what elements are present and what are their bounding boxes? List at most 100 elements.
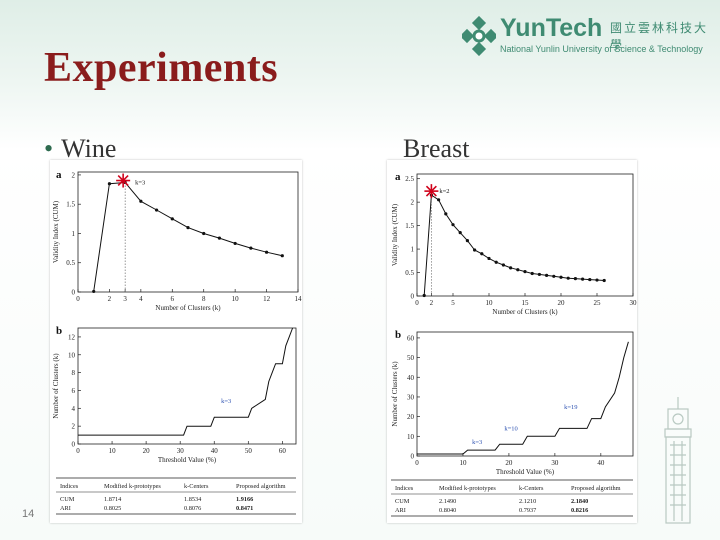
breast-a-xtick-label-4: 15 (522, 299, 530, 307)
breast-b-ytick-label-5: 50 (407, 354, 415, 362)
breast-table-cell-0-0: CUM (395, 498, 410, 505)
breast-a-point-4 (451, 223, 455, 227)
breast-table-cell-1-1: 0.8040 (439, 507, 456, 514)
wine-b-xtick-label-4: 40 (211, 447, 219, 455)
wine-a-panel-letter: a (56, 169, 62, 181)
header-background (0, 0, 720, 150)
breast-table-cell-1-0: ARI (395, 507, 406, 514)
breast-a-point-13 (516, 268, 520, 272)
breast-b-xtick-label-0: 0 (415, 459, 419, 467)
logo-name: YunTech (500, 14, 603, 42)
wine-a-point-5 (170, 217, 174, 221)
breast-a-xtick-label-2: 5 (451, 299, 455, 307)
breast-b-panel-letter: b (395, 329, 401, 341)
wine-figure-panel: a 0 2 3 4 6 8 10 12 14 0 0.5 1 1.5 2 Number of Clusters… (50, 160, 302, 523)
wine-a-axes-frame (77, 171, 299, 293)
breast-b-ytick-label-6: 60 (407, 334, 415, 342)
breast-b-annotation-k19: k=19 (564, 404, 577, 411)
bullet-wine-text: Wine (61, 134, 117, 163)
breast-b-xlabel: Threshold Value (%) (496, 468, 555, 476)
breast-a-series-line (423, 194, 605, 296)
bullet-dot-icon: • (44, 134, 54, 163)
wine-a-xtick-label-8: 14 (295, 295, 303, 303)
wine-table-header-1: Modified k-prototypes (104, 483, 161, 490)
breast-b-xtick-label-3: 30 (551, 459, 559, 467)
breast-a-point-8 (480, 252, 484, 256)
breast-table-cell-0-1: 2.1490 (439, 498, 456, 505)
wine-b-xtick-label-6: 60 (279, 447, 287, 455)
breast-a-point-3 (444, 212, 448, 216)
breast-b-xtick-label-1: 10 (459, 459, 467, 467)
breast-b-ytick-label-4: 40 (407, 374, 415, 382)
breast-b-ytick-label-2: 20 (407, 413, 415, 421)
wine-a-ytick-label-4: 2 (72, 171, 76, 179)
breast-a-xtick-label-6: 25 (594, 299, 602, 307)
breast-table-cell-0-3: 2.1840 (571, 498, 588, 505)
wine-a-point-10 (249, 246, 253, 250)
wine-b-series-line (78, 327, 294, 436)
wine-table-cell-0-3: 1.9166 (236, 496, 253, 503)
breast-table-header-0: Indices (395, 485, 414, 492)
label-breast: Breast (403, 134, 470, 163)
wine-a-point-0 (92, 289, 96, 294)
wine-a-star-marker (116, 173, 131, 188)
wine-a-series-line (93, 181, 283, 292)
wine-a-point-8 (217, 236, 222, 240)
wine-b-xtick-label-0: 0 (76, 447, 80, 455)
breast-a-xtick-label-7: 30 (630, 299, 638, 307)
slide-title: Experiments (44, 45, 279, 91)
bullet-wine: • Wine (44, 134, 116, 164)
breast-table-cell-1-2: 0.7937 (519, 507, 536, 514)
wine-a-ytick-label-0: 0 (72, 289, 76, 297)
breast-a-point-18 (552, 274, 556, 278)
breast-a-point-5 (458, 231, 462, 235)
wine-b-xtick-label-5: 50 (245, 447, 253, 455)
breast-b-annotation-k3: k=3 (472, 439, 482, 446)
breast-a-ytick-label-5: 2.5 (405, 175, 414, 183)
breast-a-xtick-label-0: 0 (415, 299, 419, 307)
breast-b-xtick-label-4: 40 (597, 459, 605, 467)
wine-a-xtick-label-4: 6 (171, 295, 175, 303)
wine-table-cell-1-3: 0.8471 (236, 505, 253, 512)
breast-table-cell-0-2: 2.1210 (519, 498, 536, 505)
wine-a-ytick-label-1: 0.5 (66, 259, 75, 267)
breast-a-star-marker (424, 184, 439, 199)
wine-b-ytick-label-5: 10 (68, 351, 76, 359)
breast-b-annotation-k10: k=10 (504, 425, 517, 432)
breast-a-point-2 (437, 198, 441, 202)
wine-b-ytick-label-3: 6 (72, 387, 76, 395)
wine-a-point-9 (233, 241, 237, 246)
breast-a-point-25 (602, 278, 606, 283)
breast-a-point-7 (473, 248, 477, 252)
breast-b-ytick-label-0: 0 (411, 453, 415, 461)
breast-a-point-23 (588, 277, 592, 282)
breast-a-point-20 (566, 276, 570, 280)
breast-a-annotation: k=2 (439, 188, 449, 195)
breast-b-ytick-label-1: 10 (407, 433, 415, 441)
wine-b-ytick-label-2: 4 (72, 405, 76, 413)
wine-a-ytick-label-2: 1 (72, 230, 76, 238)
wine-a-xtick-label-3: 4 (139, 295, 143, 303)
wine-a-point-3 (139, 199, 143, 203)
wine-table-cell-0-0: CUM (60, 496, 75, 503)
wine-table-header-3: Proposed algorithm (236, 483, 286, 490)
wine-b-ytick-label-6: 12 (68, 333, 76, 341)
breast-a-point-22 (581, 277, 585, 281)
breast-a-point-24 (595, 278, 599, 282)
wine-a-point-1 (107, 182, 112, 186)
wine-a-xtick-label-7: 12 (263, 295, 271, 303)
breast-a-point-0 (422, 293, 426, 298)
breast-table-header-1: Modified k-prototypes (439, 485, 496, 492)
wine-b-ytick-label-4: 8 (72, 369, 76, 377)
breast-a-point-12 (509, 266, 513, 270)
breast-table-cell-1-3: 0.8216 (571, 507, 588, 514)
breast-a-point-21 (573, 277, 577, 281)
wine-table-header-2: k-Centers (184, 483, 209, 490)
wine-a-annotation: k=3 (135, 180, 145, 187)
wine-a-ylabel: Validity Index (CUM) (52, 200, 60, 263)
wine-b-ytick-label-1: 2 (72, 423, 76, 431)
breast-a-xlabel: Number of Clusters (k) (492, 308, 558, 316)
wine-table-cell-0-1: 1.8714 (104, 496, 122, 503)
wine-a-point-4 (154, 208, 159, 212)
